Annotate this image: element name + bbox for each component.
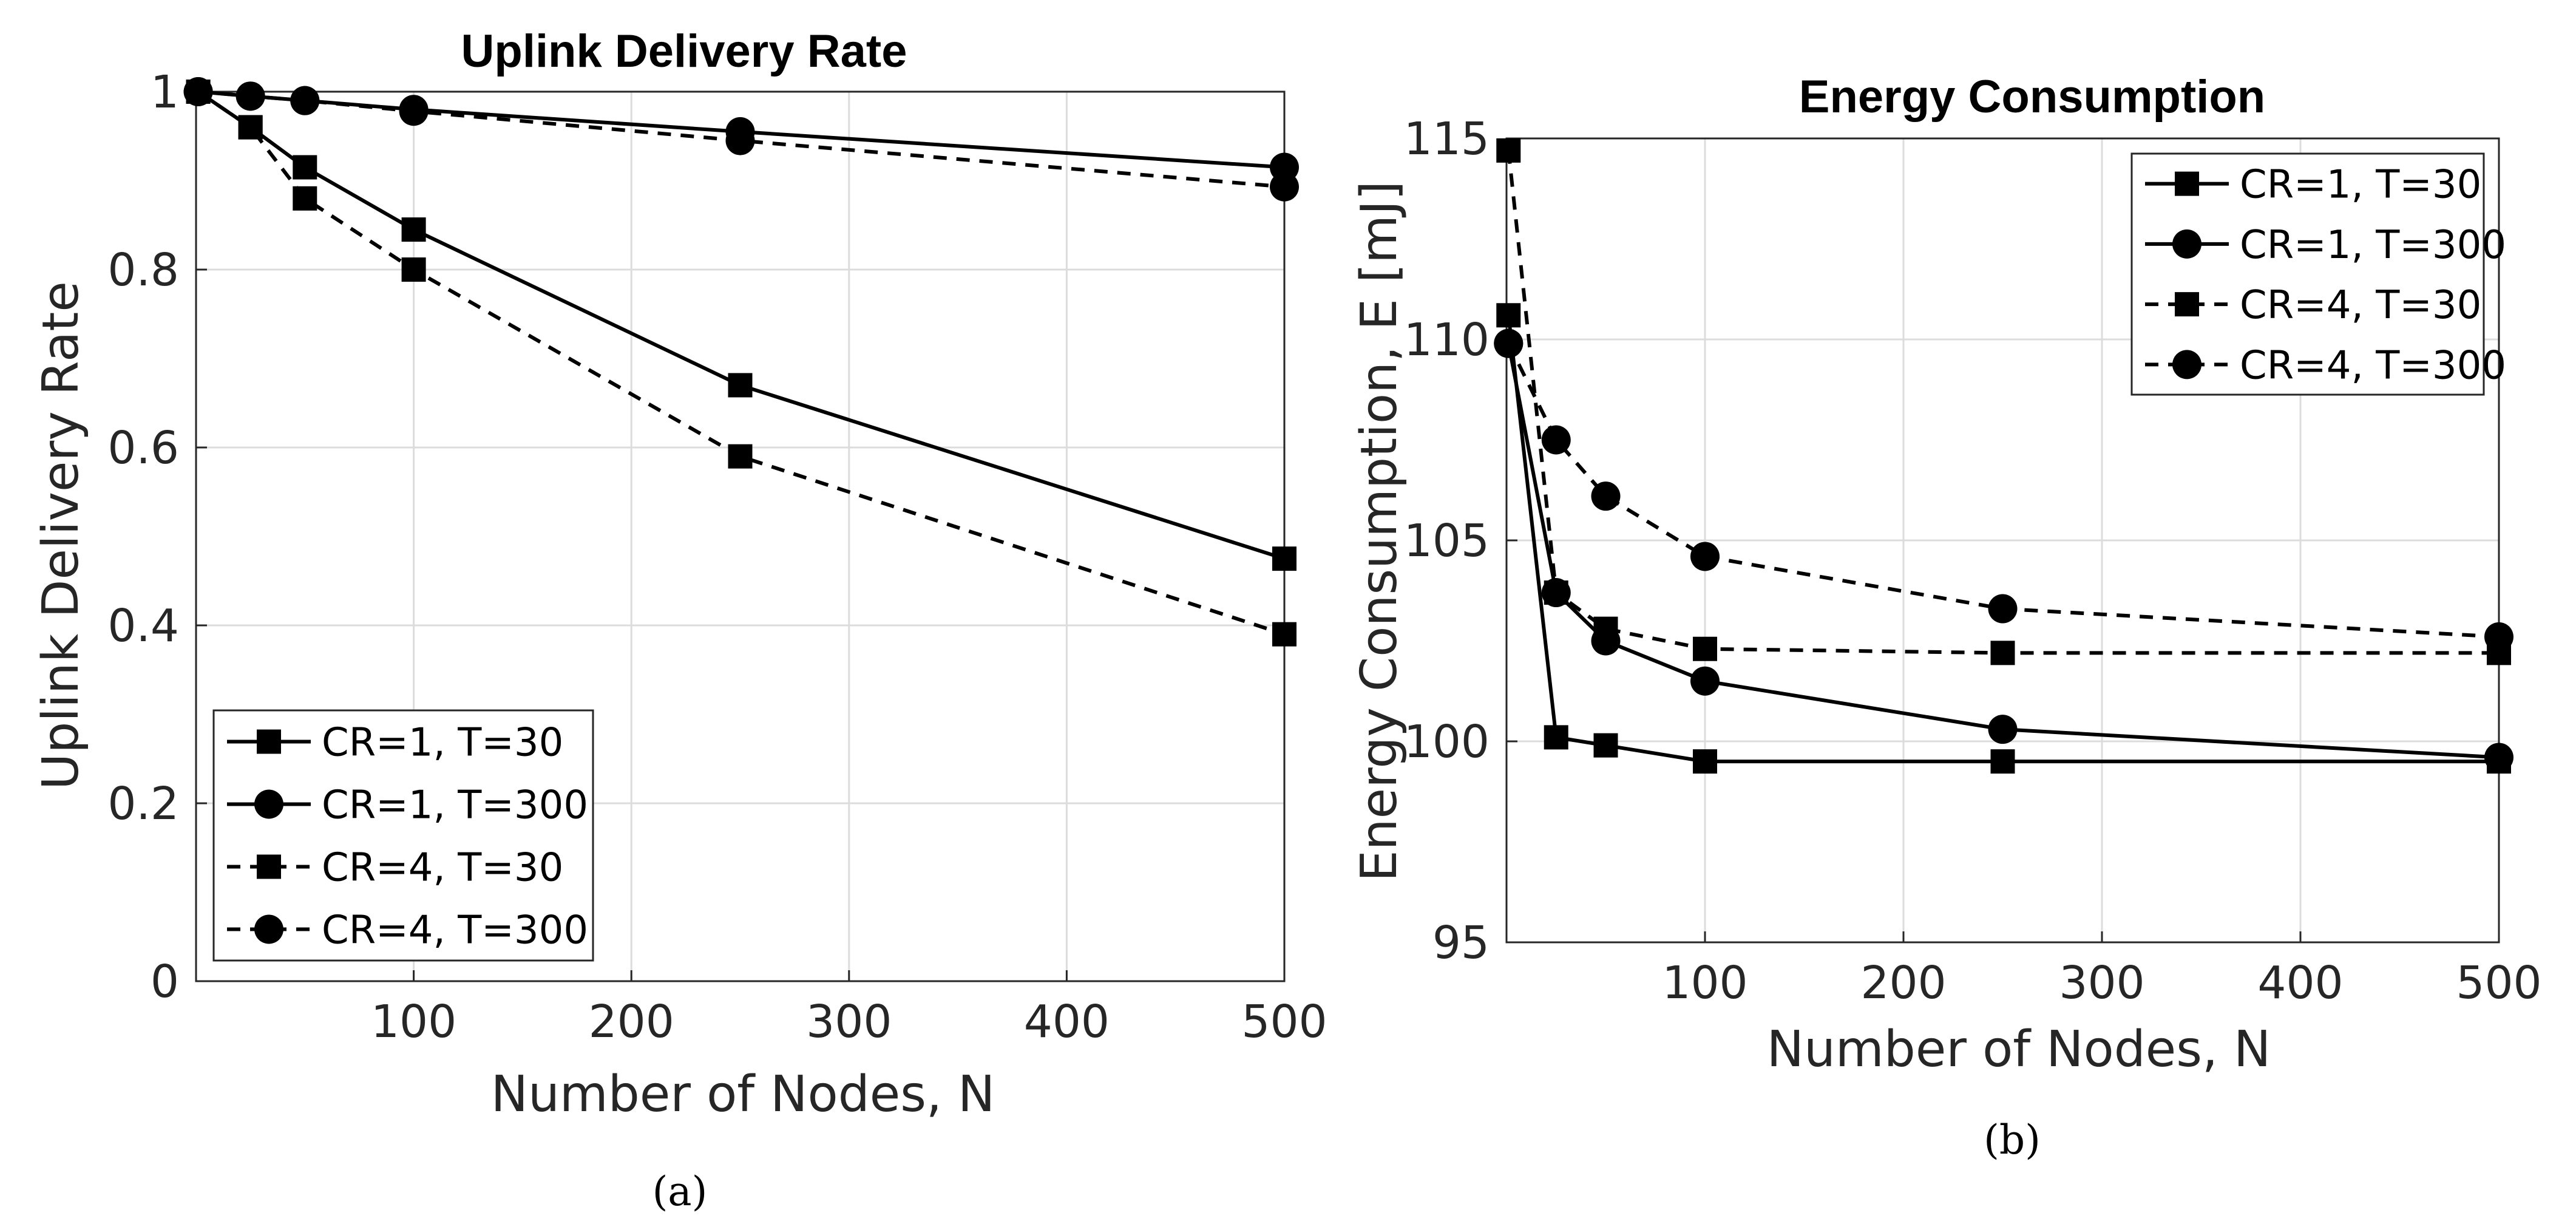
data-point-circle	[725, 126, 755, 155]
legend-marker-square	[257, 854, 281, 879]
data-point-square	[1272, 622, 1296, 647]
data-point-circle	[2484, 622, 2513, 651]
data-point-square	[1990, 749, 2015, 774]
legend-marker-square	[257, 729, 281, 754]
series-4	[1494, 328, 2513, 651]
series-line	[1507, 150, 2499, 655]
delivery-rate-chart: CR=1, T=30 CR=1, T=300 CR=4, T=30 CR=4, T=3…	[32, 26, 1327, 1215]
legend: CR=1, T=30 CR=1, T=300 CR=4, T=30 CR=4, T=3…	[212, 709, 594, 962]
data-point-circle	[1690, 666, 1720, 696]
legend-entry: CR=1, T=300	[2240, 223, 2506, 268]
data-point-circle	[1270, 172, 1299, 202]
data-point-square	[293, 186, 317, 211]
data-point-circle	[1494, 328, 1524, 358]
y-tick-label: 100	[1404, 716, 1490, 768]
x-axis-label: Number of Nodes, N	[1767, 1021, 2271, 1078]
data-point-circle	[1988, 715, 2018, 744]
data-point-square	[1544, 580, 1568, 605]
data-point-circle	[1690, 542, 1720, 571]
x-axis-label: Number of Nodes, N	[491, 1066, 995, 1123]
y-tick-label: 0.6	[107, 422, 179, 474]
legend-entry: CR=4, T=300	[2240, 343, 2506, 388]
energy-consumption-chart: CR=1, T=30 CR=1, T=300 CR=4, T=30 CR=4, T=3…	[1351, 71, 2542, 1163]
series-line	[1507, 343, 2500, 760]
panel-caption: (a)	[652, 1168, 708, 1215]
data-point-square	[1693, 749, 1717, 774]
x-tick-label: 100	[1662, 957, 1747, 1009]
data-point-circle	[1541, 425, 1571, 455]
y-tick-label: 115	[1404, 113, 1490, 165]
data-point-square	[1990, 641, 2015, 665]
data-point-square	[293, 155, 317, 180]
y-tick-label: 0.2	[107, 778, 179, 830]
data-point-circle	[1988, 594, 2018, 624]
x-tick-label: 300	[2059, 957, 2144, 1009]
x-tick-label: 100	[371, 996, 456, 1048]
y-axis-label: Energy Consumption, E [mJ]	[1351, 181, 1408, 882]
y-axis-label: Uplink Delivery Rate	[32, 281, 90, 790]
data-point-circle	[183, 77, 213, 106]
data-point-circle	[399, 97, 429, 126]
x-tick-label: 500	[2456, 957, 2541, 1009]
data-point-square	[238, 115, 263, 140]
y-tick-label: 105	[1404, 515, 1490, 567]
legend-entry: CR=1, T=30	[2240, 163, 2481, 208]
legend-marker-circle	[254, 914, 283, 944]
y-tick-label: 95	[1432, 917, 1490, 969]
series-line	[1507, 315, 2499, 764]
chart-title: Energy Consumption	[1799, 71, 2265, 123]
data-point-square	[1272, 546, 1296, 571]
y-tick-label: 1	[151, 66, 179, 118]
data-point-circle	[2484, 743, 2513, 772]
legend-entry: CR=1, T=30	[322, 721, 563, 766]
data-point-circle	[1591, 481, 1621, 511]
data-point-square	[1693, 636, 1717, 661]
y-tick-label: 0	[151, 956, 179, 1008]
data-point-square	[401, 257, 426, 282]
legend-entry: CR=1, T=300	[322, 783, 588, 828]
series-3	[186, 80, 1296, 647]
legend-entry: CR=4, T=300	[322, 908, 588, 953]
data-point-circle	[290, 86, 320, 115]
y-tick-label: 0.8	[107, 244, 179, 296]
data-point-square	[1593, 733, 1618, 758]
y-tick-label: 0.4	[107, 600, 179, 652]
series-4	[183, 77, 1299, 202]
x-tick-label: 500	[1241, 996, 1327, 1048]
legend-marker-square	[2175, 171, 2199, 196]
legend-marker-circle	[2172, 350, 2201, 379]
x-tick-label: 400	[1024, 996, 1110, 1048]
legend-marker-circle	[254, 789, 283, 819]
legend-marker-circle	[2172, 229, 2201, 259]
data-point-square	[728, 373, 753, 398]
legend-entry: CR=4, T=30	[2240, 283, 2481, 328]
axes-frame	[195, 90, 1286, 982]
legend-marker-square	[2175, 292, 2199, 317]
data-point-square	[1496, 303, 1521, 328]
panel-caption: (b)	[1984, 1117, 2041, 1163]
legend-entry: CR=4, T=30	[322, 846, 563, 891]
data-point-square	[401, 217, 426, 242]
data-point-square	[728, 444, 753, 469]
legend: CR=1, T=30 CR=1, T=300 CR=4, T=30 CR=4, T=3…	[2130, 152, 2506, 396]
x-tick-label: 200	[1860, 957, 1946, 1009]
y-tick-label: 110	[1404, 314, 1490, 366]
data-point-square	[1544, 725, 1568, 750]
x-tick-label: 400	[2257, 957, 2343, 1009]
x-tick-label: 300	[806, 996, 892, 1048]
series-3	[1496, 138, 2511, 665]
series-line	[1507, 342, 2500, 639]
series-line	[198, 90, 1285, 189]
x-tick-label: 200	[589, 996, 674, 1048]
chart-title: Uplink Delivery Rate	[461, 26, 907, 77]
data-point-square	[1593, 616, 1618, 641]
data-point-square	[1496, 138, 1521, 163]
data-point-circle	[236, 81, 265, 111]
